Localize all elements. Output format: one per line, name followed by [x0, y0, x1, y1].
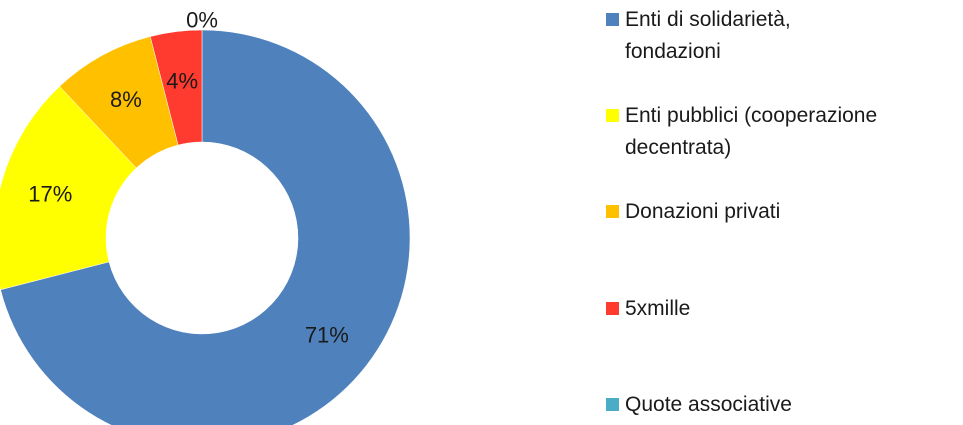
legend-label: Enti di solidarietà, fondazioni	[625, 8, 791, 63]
legend-swatch	[606, 302, 619, 315]
donut-slice	[149, 29, 203, 146]
legend-label: Quote associative	[625, 393, 792, 416]
donut-chart: 71% 17% 8% 4% 0%	[0, 8, 411, 425]
legend-swatch	[606, 205, 619, 218]
data-label: 0%	[186, 8, 218, 33]
data-label: 4%	[166, 69, 198, 94]
legend-item-enti-pubblici: Enti pubblici (cooperazione decentrata)	[606, 100, 959, 164]
data-label: 71%	[305, 322, 349, 347]
donut-slice	[0, 86, 137, 291]
legend-item-5xmille: 5xmille	[606, 293, 959, 325]
legend-item-donazioni-privati: Donazioni privati	[606, 196, 959, 228]
legend-item-enti-solidarieta: Enti di solidarietà, fondazioni	[606, 4, 959, 68]
legend-swatch	[606, 398, 619, 411]
legend-swatch	[606, 109, 619, 122]
legend-label: 5xmille	[625, 297, 691, 320]
data-label: 17%	[28, 181, 72, 206]
legend-item-quote-associative: Quote associative	[606, 389, 959, 421]
legend-label: Donazioni privati	[625, 200, 781, 223]
legend-swatch	[606, 13, 619, 26]
donut-slice	[0, 29, 411, 425]
data-label: 8%	[110, 87, 142, 112]
legend-label: Enti pubblici (cooperazione decentrata)	[625, 104, 878, 159]
